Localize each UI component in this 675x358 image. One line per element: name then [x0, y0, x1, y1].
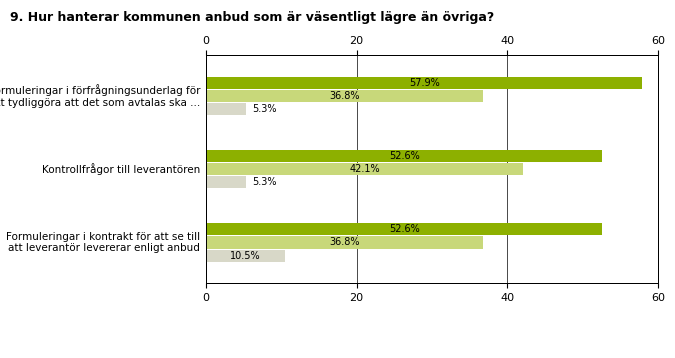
Text: 5.3%: 5.3%: [252, 104, 276, 114]
Text: 42.1%: 42.1%: [349, 164, 380, 174]
Bar: [206, 236, 483, 248]
Bar: [206, 250, 285, 262]
Bar: [206, 176, 246, 188]
Text: 52.6%: 52.6%: [389, 151, 419, 161]
Bar: [206, 163, 523, 175]
Text: 57.9%: 57.9%: [408, 78, 439, 88]
Bar: [206, 90, 483, 102]
Bar: [206, 77, 643, 89]
Bar: [206, 223, 602, 235]
Text: 9. Hur hanterar kommunen anbud som är väsentligt lägre än övriga?: 9. Hur hanterar kommunen anbud som är vä…: [10, 11, 494, 24]
Text: 36.8%: 36.8%: [329, 237, 360, 247]
Text: 10.5%: 10.5%: [230, 251, 261, 261]
Text: 36.8%: 36.8%: [329, 91, 360, 101]
Text: 5.3%: 5.3%: [252, 177, 276, 187]
Text: 52.6%: 52.6%: [389, 224, 419, 234]
Bar: [206, 150, 602, 162]
Bar: [206, 103, 246, 115]
